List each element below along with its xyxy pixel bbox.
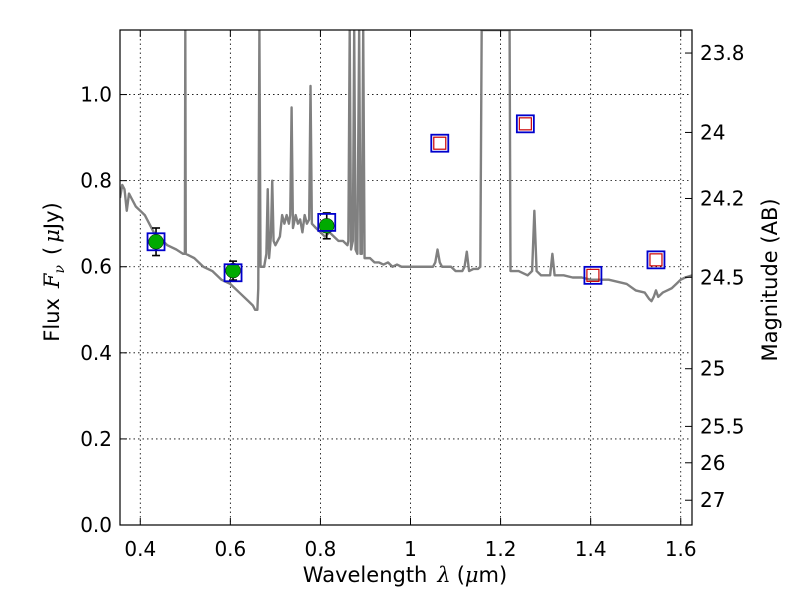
mag-tick-label: 26 — [700, 451, 725, 475]
y-tick-label: 0.6 — [80, 255, 112, 279]
y-tick-label: 0.0 — [80, 513, 112, 537]
predicted-point — [518, 117, 532, 131]
x-tick-label: 0.4 — [124, 537, 156, 561]
predicted-point — [586, 268, 600, 282]
ticks: 0.4 0.6 0.8 1 1.2 1.4 1.6 0.0 0.2 0.4 0.6 0.8 1.0 23.… — [80, 30, 745, 561]
mag-tick-label: 24 — [700, 120, 725, 144]
model-point — [515, 114, 535, 134]
y-tick-label: 0.2 — [80, 427, 112, 451]
x-tick-label: 1.6 — [665, 537, 697, 561]
model-point — [430, 133, 450, 153]
model-point — [223, 263, 243, 283]
predicted-point — [433, 136, 447, 150]
spectrum-line — [120, 30, 692, 311]
model-point — [583, 265, 603, 285]
y-tick-label: 1.0 — [80, 83, 112, 107]
y-axis-title: FluxFν(μJy) — [40, 202, 68, 341]
observed-point — [225, 262, 241, 279]
mag-tick-label: 25.5 — [700, 414, 745, 438]
y2-axis-title: Magnitude (AB) — [758, 198, 782, 361]
mag-tick-label: 23.8 — [700, 41, 745, 65]
mag-tick-label: 24.5 — [700, 265, 745, 289]
y-tick-label: 0.4 — [80, 341, 112, 365]
observed-point — [318, 218, 335, 234]
mag-tick-label: 24.2 — [700, 186, 745, 210]
model-point — [146, 232, 166, 252]
x-tick-label: 1.2 — [485, 537, 517, 561]
predicted-point — [649, 253, 663, 267]
x-tick-label: 0.6 — [214, 537, 246, 561]
x-tick-label: 1 — [404, 537, 417, 561]
x-axis-title: Wavelength λ (μm) — [303, 563, 507, 587]
plot-area — [120, 30, 692, 311]
model-point — [646, 250, 666, 270]
x-tick-label: 1.4 — [575, 537, 607, 561]
mag-tick-label: 27 — [700, 488, 725, 512]
observed-point — [148, 234, 164, 250]
mag-tick-label: 25 — [700, 357, 725, 381]
y-tick-label: 0.8 — [80, 169, 112, 193]
x-tick-label: 0.8 — [305, 537, 337, 561]
model-point — [317, 213, 337, 232]
